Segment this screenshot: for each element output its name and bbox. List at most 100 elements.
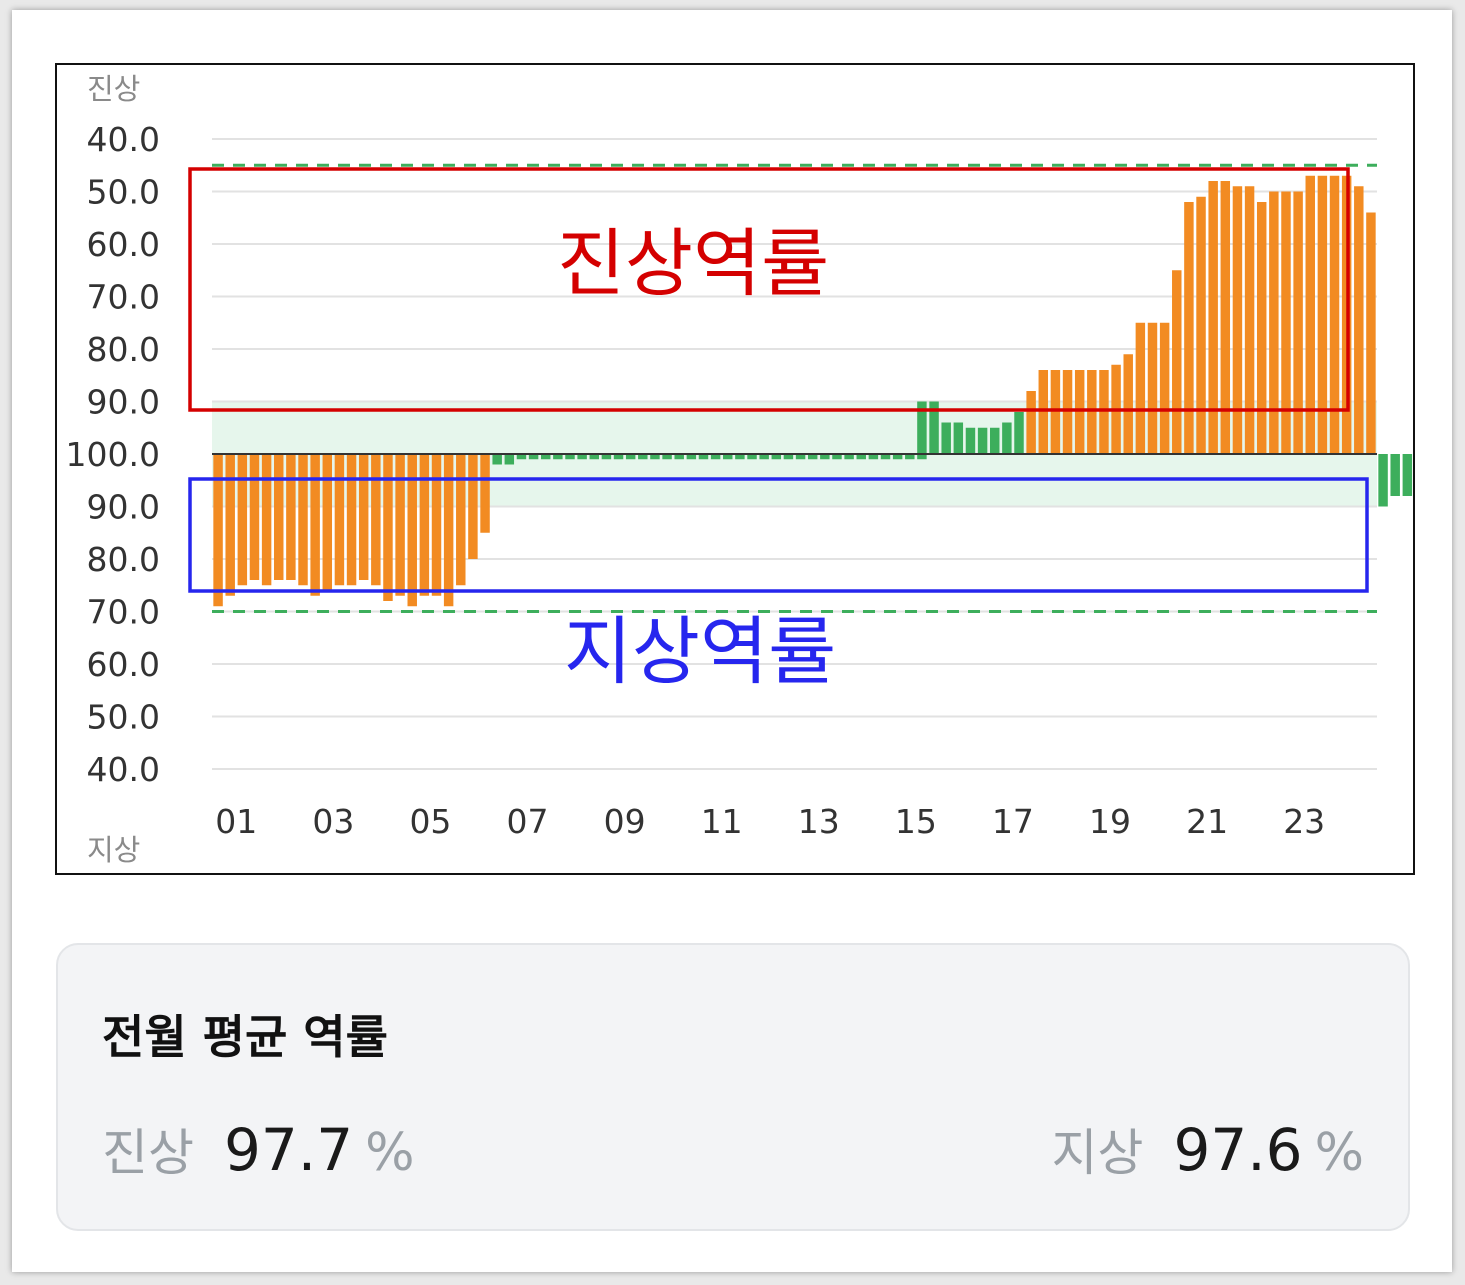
lead-bar [1099, 370, 1109, 454]
y-tick-label: 90.0 [87, 488, 160, 527]
lag-bar [480, 454, 490, 533]
lag-bar [468, 454, 478, 559]
y-tick-label: 40.0 [87, 750, 160, 789]
lag-bar [1378, 454, 1388, 507]
summary-title: 전월 평균 역률 [102, 1010, 388, 1064]
lag-bar [322, 454, 333, 591]
lag-unit: % [1314, 1123, 1364, 1183]
lag-bar [710, 454, 721, 460]
lead-bar [1050, 370, 1061, 454]
lag-bar [237, 454, 248, 586]
lag-bar [456, 454, 466, 586]
lead-bar [1002, 422, 1012, 454]
lag-bar [346, 454, 357, 586]
lead-bar [1232, 186, 1243, 454]
lag-bar [880, 454, 891, 460]
lag-bar [747, 454, 757, 460]
lag-bar [492, 454, 502, 465]
lag-bar [383, 454, 393, 601]
lag-bar [601, 454, 612, 460]
lead-bar [953, 422, 964, 454]
x-tick-label: 03 [312, 802, 354, 841]
lead-bar [1123, 354, 1133, 454]
lead-bar [929, 401, 939, 454]
y-tick-label: 50.0 [87, 173, 160, 212]
lead-bar [1074, 370, 1085, 454]
lag-bar [698, 454, 709, 460]
lead-bar [1317, 175, 1328, 454]
y-tick-label: 70.0 [87, 593, 160, 632]
chart-canvas: 40.0 50.0 60.0 70.0 80.0 90.0 90.0 80.0 70.0 60.0… [66, 72, 1413, 867]
lead-bar [1026, 391, 1036, 454]
lead-bar [1329, 175, 1340, 454]
lag-bar [395, 454, 405, 596]
lag-bar [371, 454, 381, 586]
lag-bar [795, 454, 806, 460]
lag-bar [419, 454, 430, 596]
lag-bar [856, 454, 866, 460]
lead-bar [1172, 270, 1182, 454]
lag-bar [1390, 454, 1400, 496]
lag-bar [407, 454, 417, 607]
lead-bar [1366, 212, 1376, 454]
lag-bar [905, 454, 915, 460]
lag-bar [832, 454, 842, 460]
lead-bar [1184, 202, 1194, 454]
lag-bar [528, 454, 539, 460]
lead-unit: % [365, 1123, 415, 1183]
lag-value: 97.6 [1173, 1116, 1303, 1184]
y-tick-label: 90.0 [87, 383, 160, 422]
lead-bar [1038, 370, 1049, 454]
lead-bar [1159, 322, 1170, 454]
lag-bar [443, 454, 454, 607]
lag-bar [577, 454, 587, 460]
lead-bar [941, 422, 951, 454]
lead-bar [1305, 175, 1315, 454]
lead-bar [1281, 191, 1291, 454]
lag-highlight-box [188, 477, 1369, 593]
lag-bar [735, 454, 745, 460]
lag-bar [807, 454, 818, 460]
lag-bar [723, 454, 733, 460]
lead-bar [1014, 412, 1024, 454]
lag-bar [431, 454, 442, 596]
lag-average: 지상 97.6% [1051, 1113, 1364, 1185]
y-tick-label: 60.0 [87, 225, 160, 264]
lag-bar [650, 454, 660, 460]
lead-bar [1147, 322, 1158, 454]
y-tick-label: 80.0 [87, 330, 160, 369]
lag-bar [334, 454, 345, 586]
lead-bar [990, 427, 1000, 454]
lead-bar [1087, 370, 1097, 454]
lag-bar [225, 454, 235, 596]
x-tick-label: 01 [215, 802, 257, 841]
lead-highlight-box [188, 167, 1350, 412]
x-tick-label: 11 [701, 802, 743, 841]
x-tick-label: 19 [1089, 802, 1131, 841]
lag-bar [298, 454, 308, 586]
lead-bar [1220, 181, 1231, 454]
lag-bar [213, 454, 223, 607]
lag-bar [553, 454, 563, 460]
lag-bar [516, 454, 527, 460]
lead-bar [977, 427, 988, 454]
y-tick-label: 80.0 [87, 540, 160, 579]
lead-bar [1135, 322, 1146, 454]
lead-bar [1196, 196, 1206, 454]
y-tick-label: 60.0 [87, 645, 160, 684]
lag-bar [868, 454, 879, 460]
lag-bar [638, 454, 648, 460]
lead-bar [1244, 186, 1255, 454]
lag-label: 지상 [1051, 1124, 1144, 1182]
bottom-axis-label: 지상 [87, 833, 140, 867]
lag-bar [249, 454, 260, 580]
lead-bar [1293, 191, 1303, 454]
lag-bar [625, 454, 636, 460]
x-tick-label: 07 [507, 802, 549, 841]
page: 40.0 50.0 60.0 70.0 80.0 90.0 90.0 80.0 70.0 60.0… [12, 10, 1452, 1272]
lead-value: 97.7 [224, 1116, 354, 1184]
lead-bar [1208, 181, 1218, 454]
lag-bar [358, 454, 369, 580]
lead-label: 진상 [102, 1124, 194, 1182]
lag-box-label: 지상역률 [564, 609, 836, 695]
